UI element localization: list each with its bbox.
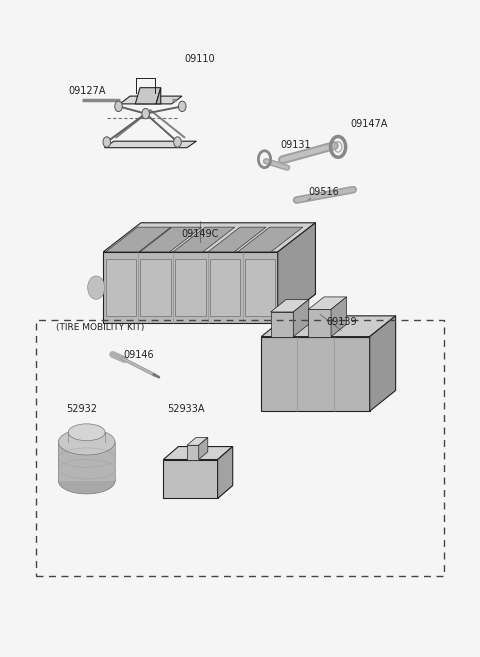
Polygon shape bbox=[238, 227, 303, 252]
Polygon shape bbox=[308, 309, 331, 336]
Polygon shape bbox=[271, 300, 309, 312]
Polygon shape bbox=[163, 447, 233, 459]
Polygon shape bbox=[106, 259, 136, 316]
Polygon shape bbox=[141, 223, 315, 294]
Polygon shape bbox=[173, 227, 235, 252]
Circle shape bbox=[179, 101, 186, 112]
Polygon shape bbox=[103, 294, 315, 323]
Polygon shape bbox=[245, 259, 276, 316]
Polygon shape bbox=[187, 438, 208, 445]
Polygon shape bbox=[175, 259, 205, 316]
Polygon shape bbox=[199, 438, 208, 459]
Circle shape bbox=[88, 276, 105, 300]
Polygon shape bbox=[103, 223, 315, 252]
Polygon shape bbox=[106, 227, 171, 252]
Polygon shape bbox=[59, 442, 115, 481]
Polygon shape bbox=[163, 459, 217, 499]
Text: 52933A: 52933A bbox=[167, 404, 204, 414]
Text: 09146: 09146 bbox=[123, 350, 154, 359]
Polygon shape bbox=[208, 227, 266, 252]
Text: 09516: 09516 bbox=[308, 187, 339, 197]
Polygon shape bbox=[135, 87, 161, 104]
Text: (TIRE MOBILITY KIT): (TIRE MOBILITY KIT) bbox=[56, 323, 144, 332]
Polygon shape bbox=[120, 96, 182, 104]
Polygon shape bbox=[370, 316, 396, 411]
Polygon shape bbox=[156, 87, 161, 104]
Polygon shape bbox=[261, 316, 396, 336]
Text: 09131: 09131 bbox=[280, 140, 311, 150]
Text: 09139: 09139 bbox=[326, 317, 357, 327]
Polygon shape bbox=[141, 259, 171, 316]
Polygon shape bbox=[187, 445, 199, 459]
Circle shape bbox=[174, 137, 181, 147]
Text: 09149C: 09149C bbox=[181, 229, 218, 239]
Circle shape bbox=[115, 101, 122, 112]
Polygon shape bbox=[103, 252, 278, 323]
Polygon shape bbox=[261, 336, 370, 411]
Polygon shape bbox=[308, 297, 347, 309]
Ellipse shape bbox=[68, 424, 105, 441]
Polygon shape bbox=[293, 300, 309, 336]
Ellipse shape bbox=[59, 468, 115, 494]
Polygon shape bbox=[331, 297, 347, 336]
Text: 09127A: 09127A bbox=[68, 86, 106, 97]
Polygon shape bbox=[210, 259, 240, 316]
Circle shape bbox=[142, 108, 149, 119]
Text: 52932: 52932 bbox=[67, 404, 97, 414]
Circle shape bbox=[103, 137, 110, 147]
Text: 09110: 09110 bbox=[185, 55, 215, 64]
Polygon shape bbox=[217, 447, 233, 499]
Polygon shape bbox=[104, 141, 196, 148]
Text: 09147A: 09147A bbox=[351, 119, 388, 129]
Polygon shape bbox=[278, 223, 315, 323]
Polygon shape bbox=[140, 227, 202, 252]
Ellipse shape bbox=[59, 429, 115, 455]
Polygon shape bbox=[163, 486, 233, 499]
Polygon shape bbox=[271, 312, 293, 336]
